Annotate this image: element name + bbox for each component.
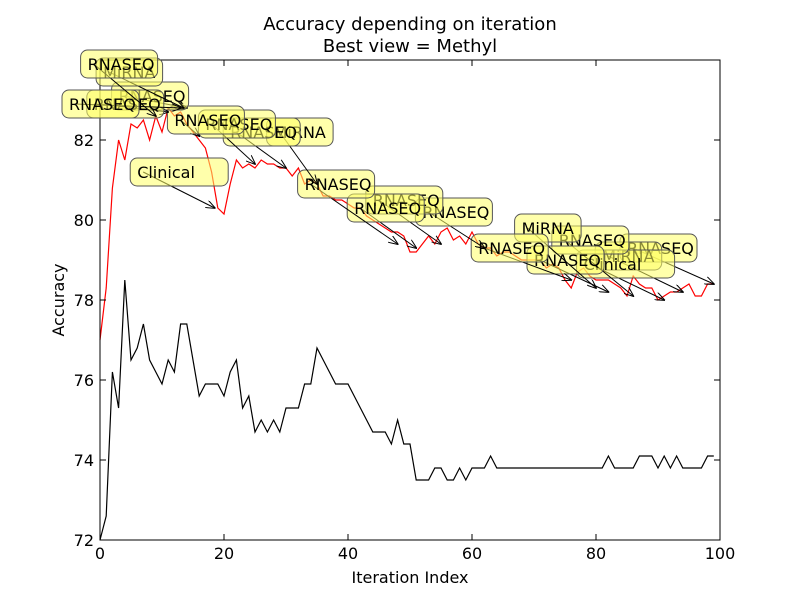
annotation-label: RNASEQ xyxy=(69,95,136,114)
y-axis-title: Accuracy xyxy=(49,263,68,336)
plot-area: 020406080100727476788082RNASEQMiRNAClini… xyxy=(61,49,736,563)
annotation: RNASEQ xyxy=(470,233,571,280)
annotation: RNASEQ xyxy=(80,49,159,116)
annotation-box xyxy=(61,89,140,119)
x-tick-label: 20 xyxy=(214,544,234,563)
series-line-2 xyxy=(99,279,714,541)
x-tick-label: 0 xyxy=(95,544,105,563)
y-tick-label: 80 xyxy=(74,211,94,230)
annotation-label: RNASEQ xyxy=(88,55,155,74)
annotation-box xyxy=(470,233,549,263)
annotation-layer: RNASEQMiRNAClinicalRNASEQRNASEQMiRNARNAS… xyxy=(61,49,714,300)
x-axis-title: Iteration Index xyxy=(352,568,469,587)
annotation-label: Clinical xyxy=(137,163,195,182)
x-tick-label: 100 xyxy=(705,544,736,563)
plot-background xyxy=(100,60,720,540)
x-tick-label: 40 xyxy=(338,544,358,563)
annotation: RNASEQ xyxy=(61,89,181,119)
annotation-label: MiRNA xyxy=(522,219,574,238)
annotation: Clinical xyxy=(129,157,229,208)
x-tick-label: 80 xyxy=(586,544,606,563)
annotation: RNASEQ xyxy=(297,169,398,244)
annotation: RNASEQ xyxy=(346,193,425,248)
y-tick-label: 82 xyxy=(74,131,94,150)
annotation-box xyxy=(346,193,425,223)
x-tick-label: 60 xyxy=(462,544,482,563)
chart-subtitle: Best view = Methyl xyxy=(323,36,497,57)
annotation-box xyxy=(166,105,245,135)
y-tick-label: 74 xyxy=(74,451,94,470)
annotation: RNASEQ xyxy=(166,105,245,136)
annotation-box xyxy=(80,49,159,79)
annotation-label: RNASEQ xyxy=(174,111,241,130)
annotation-box xyxy=(129,157,229,187)
chart-title: Accuracy depending on iteration xyxy=(263,14,556,35)
annotation-label: RNASEQ xyxy=(354,199,421,218)
annotation-label: RNASEQ xyxy=(478,239,545,258)
y-tick-label: 78 xyxy=(74,291,94,310)
y-tick-label: 72 xyxy=(74,531,94,550)
y-tick-label: 76 xyxy=(74,371,94,390)
annotation-label: RNASEQ xyxy=(305,175,372,194)
annotation-label: RNASEQ xyxy=(534,251,601,270)
